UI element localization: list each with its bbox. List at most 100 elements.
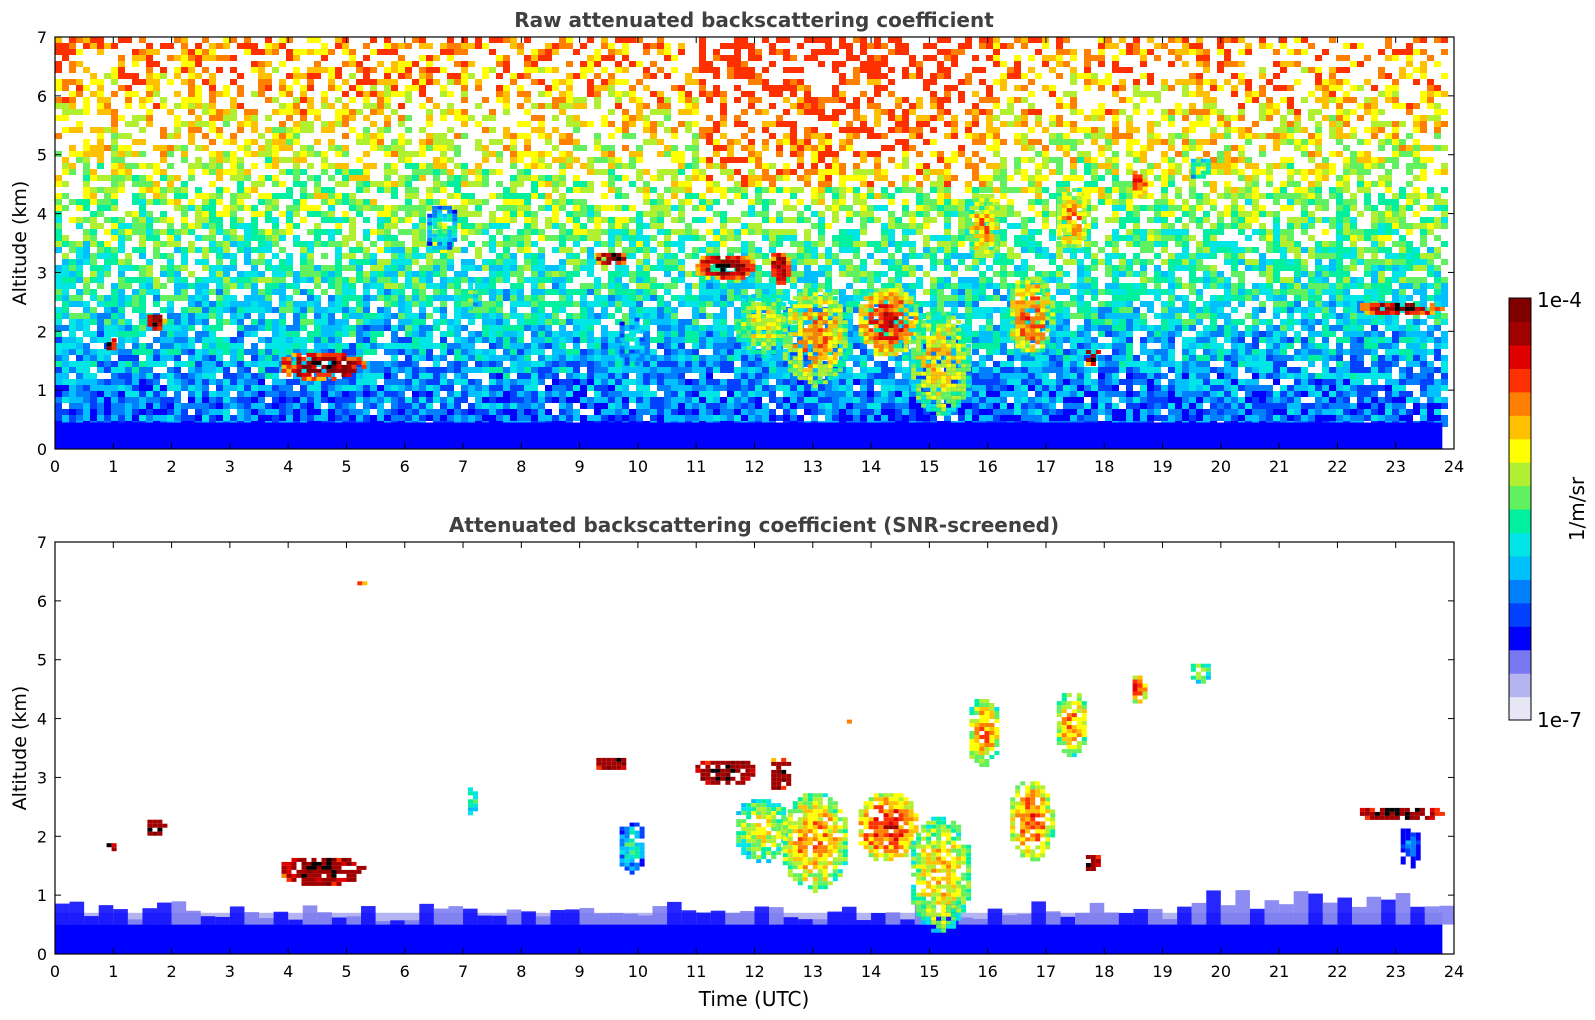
signal-cell bbox=[608, 205, 615, 211]
signal-cell bbox=[538, 175, 545, 181]
signal-cell bbox=[811, 277, 818, 283]
signal-cell bbox=[720, 289, 727, 295]
signal-cell bbox=[237, 223, 244, 229]
signal-cell bbox=[251, 379, 258, 385]
signal-cell bbox=[132, 265, 139, 271]
signal-cell bbox=[223, 55, 230, 61]
signal-cell bbox=[783, 331, 790, 337]
signal-cell bbox=[482, 307, 489, 313]
signal-cell bbox=[622, 271, 629, 277]
signal-cell bbox=[426, 283, 433, 289]
signal-cell bbox=[797, 277, 804, 283]
signal-cell bbox=[160, 169, 167, 175]
signal-cell bbox=[391, 361, 398, 367]
signal-cell bbox=[83, 277, 90, 283]
signal-cell bbox=[391, 193, 398, 199]
signal-cell bbox=[251, 151, 258, 157]
signal-cell bbox=[188, 85, 195, 91]
signal-cell bbox=[335, 391, 342, 397]
signal-cell bbox=[237, 241, 244, 247]
signal-cell bbox=[538, 121, 545, 127]
signal-cell bbox=[482, 67, 489, 73]
signal-cell bbox=[503, 241, 510, 247]
signal-cell bbox=[265, 115, 272, 121]
signal-cell bbox=[419, 409, 426, 415]
signal-cell bbox=[181, 205, 188, 211]
signal-cell bbox=[587, 79, 594, 85]
signal-cell bbox=[559, 325, 566, 331]
signal-cell bbox=[363, 43, 370, 49]
signal-cell bbox=[482, 43, 489, 49]
signal-cell bbox=[139, 235, 146, 241]
signal-cell bbox=[433, 223, 440, 229]
signal-cell bbox=[454, 301, 461, 307]
signal-cell bbox=[664, 49, 671, 55]
signal-cell bbox=[174, 415, 181, 421]
signal-cell bbox=[62, 169, 69, 175]
signal-cell bbox=[545, 217, 552, 223]
signal-cell bbox=[132, 301, 139, 307]
signal-cell bbox=[776, 217, 783, 223]
signal-cell bbox=[195, 55, 202, 61]
signal-cell bbox=[489, 361, 496, 367]
signal-cell bbox=[363, 415, 370, 421]
signal-cell bbox=[825, 139, 832, 145]
signal-cell bbox=[650, 403, 657, 409]
signal-cell bbox=[503, 61, 510, 67]
signal-cell bbox=[363, 187, 370, 193]
signal-cell bbox=[391, 145, 398, 151]
signal-cell bbox=[412, 409, 419, 415]
signal-cell bbox=[237, 271, 244, 277]
signal-cell bbox=[566, 91, 573, 97]
signal-cell bbox=[202, 295, 209, 301]
signal-cell bbox=[727, 385, 734, 391]
signal-cell bbox=[202, 133, 209, 139]
signal-cell bbox=[734, 295, 741, 301]
signal-cell bbox=[615, 223, 622, 229]
signal-cell bbox=[279, 391, 286, 397]
signal-cell bbox=[258, 73, 265, 79]
signal-cell bbox=[762, 373, 769, 379]
signal-cell bbox=[643, 247, 650, 253]
signal-cell bbox=[223, 385, 230, 391]
signal-cell bbox=[748, 415, 755, 421]
signal-cell bbox=[475, 385, 482, 391]
signal-cell bbox=[419, 169, 426, 175]
signal-cell bbox=[804, 247, 811, 253]
signal-cell bbox=[370, 349, 377, 355]
signal-cell bbox=[741, 241, 748, 247]
signal-cell bbox=[286, 205, 293, 211]
signal-cell bbox=[139, 343, 146, 349]
signal-cell bbox=[426, 193, 433, 199]
signal-cell bbox=[419, 229, 426, 235]
signal-cell bbox=[314, 61, 321, 67]
signal-cell bbox=[713, 301, 720, 307]
signal-cell bbox=[398, 325, 405, 331]
signal-cell bbox=[804, 397, 811, 403]
signal-cell bbox=[118, 367, 125, 373]
signal-cell bbox=[405, 163, 412, 169]
signal-cell bbox=[531, 79, 538, 85]
signal-cell bbox=[461, 163, 468, 169]
signal-cell bbox=[468, 367, 475, 373]
signal-cell bbox=[328, 319, 335, 325]
signal-cell bbox=[496, 61, 503, 67]
signal-cell bbox=[342, 181, 349, 187]
signal-cell bbox=[391, 217, 398, 223]
signal-cell bbox=[762, 199, 769, 205]
signal-cell bbox=[573, 391, 580, 397]
signal-cell bbox=[97, 91, 104, 97]
signal-cell bbox=[391, 379, 398, 385]
signal-cell bbox=[545, 277, 552, 283]
signal-cell bbox=[580, 247, 587, 253]
signal-cell bbox=[300, 343, 307, 349]
signal-cell bbox=[797, 397, 804, 403]
signal-cell bbox=[412, 37, 419, 43]
signal-cell bbox=[335, 397, 342, 403]
signal-cell bbox=[132, 361, 139, 367]
signal-cell bbox=[678, 355, 685, 361]
signal-cell bbox=[132, 151, 139, 157]
signal-cell bbox=[405, 409, 412, 415]
signal-cell bbox=[538, 301, 545, 307]
signal-cell bbox=[216, 403, 223, 409]
